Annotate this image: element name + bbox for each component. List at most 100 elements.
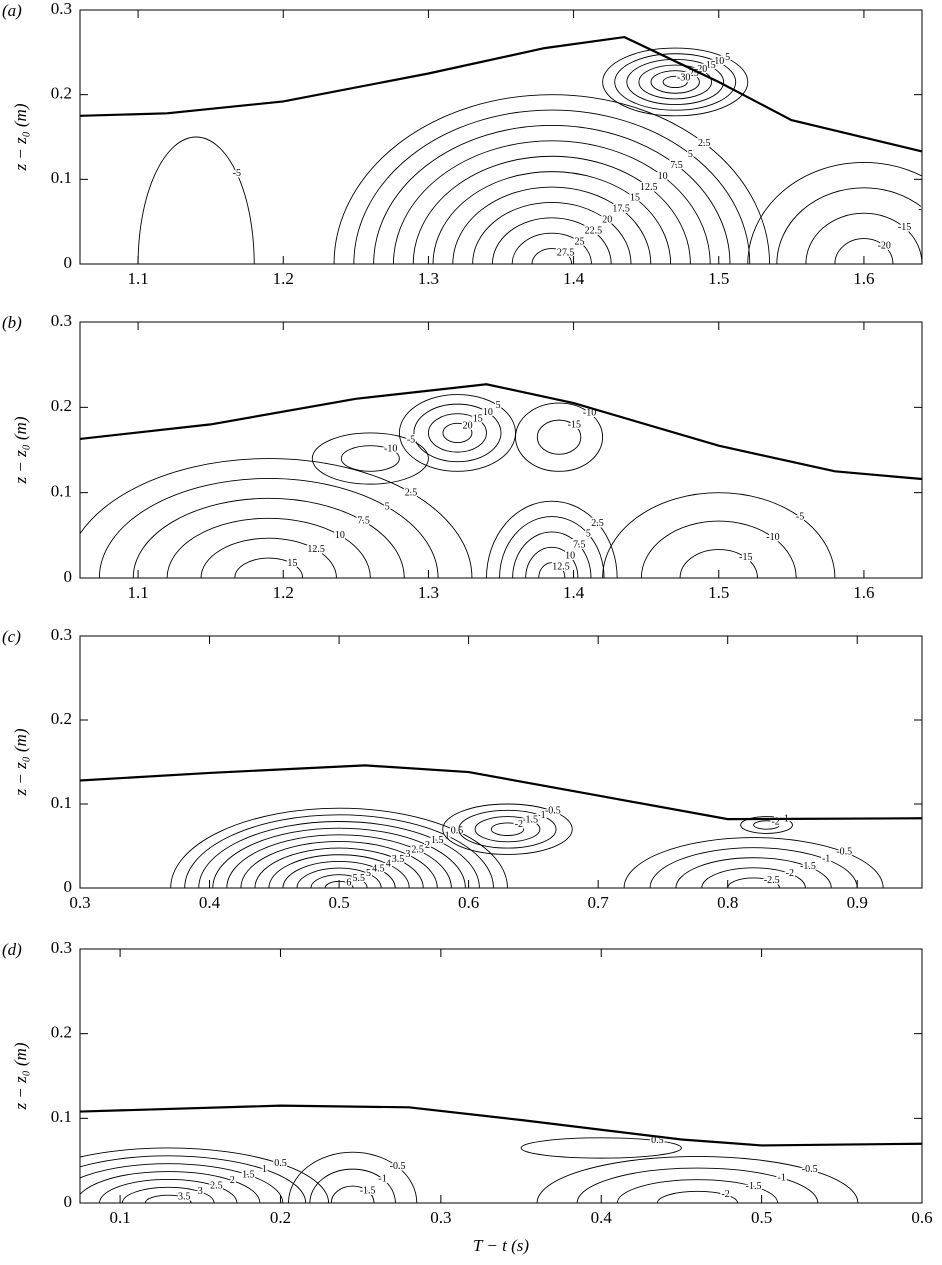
contour-line xyxy=(198,821,480,888)
contour-line xyxy=(333,94,770,264)
y-axis-label: z − z₀ (m) xyxy=(11,728,30,796)
contour-line xyxy=(170,807,508,888)
contour-line xyxy=(212,827,466,888)
contour-label: -5 xyxy=(796,512,804,523)
contour-line xyxy=(442,803,573,855)
contour-line xyxy=(520,1137,682,1159)
contour-label: -2.5 xyxy=(764,875,780,886)
panel-label: (d) xyxy=(2,940,22,959)
contour-line xyxy=(452,186,652,264)
contour-label: 5.5 xyxy=(352,873,365,884)
contour-line xyxy=(268,854,410,888)
contour-label: 2 xyxy=(425,840,430,851)
y-tick-label: 0.1 xyxy=(51,1107,72,1126)
contour-label: 0.5 xyxy=(274,1158,287,1169)
panel-label: (b) xyxy=(2,313,22,332)
contour-label: 2.5 xyxy=(411,845,424,856)
contour-line xyxy=(240,841,438,888)
contour-label: 22.5 xyxy=(585,226,603,237)
contour-label: -0.5 xyxy=(836,847,852,858)
free-surface xyxy=(79,1104,923,1147)
plot-area: 2.557.51012.51517.52022.52527.5-5-10-15-… xyxy=(137,47,931,264)
contour-line xyxy=(132,497,405,578)
x-tick-label: 0.4 xyxy=(591,1208,613,1227)
contour-label: -10 xyxy=(711,56,724,67)
plot-frame xyxy=(79,635,923,889)
contour-label: 2 xyxy=(230,1175,235,1186)
contour-label: 3.5 xyxy=(392,854,405,865)
contour-label: 20 xyxy=(602,215,612,226)
contour-line xyxy=(675,857,832,888)
contour-label: -15 xyxy=(898,222,911,233)
x-tick-label: 1.6 xyxy=(853,583,874,602)
contour-label: 2.5 xyxy=(698,138,711,149)
contour-line xyxy=(626,58,725,105)
contour-label: -1.5 xyxy=(800,861,816,872)
contour-label: 7.5 xyxy=(670,160,683,171)
plot-frame xyxy=(79,9,923,265)
contour-line xyxy=(834,238,894,264)
contour-line xyxy=(515,402,604,472)
contour-label: -10 xyxy=(766,532,779,543)
x-tick-label: 0.2 xyxy=(270,1208,291,1227)
contour-label: 5 xyxy=(385,502,390,513)
contour-line xyxy=(412,155,691,264)
plot-frame xyxy=(79,321,923,579)
contour-line xyxy=(413,403,502,463)
contour-label: 1.5 xyxy=(242,1169,255,1180)
contour-label: 7.5 xyxy=(573,540,586,551)
y-tick-label: 0 xyxy=(64,1192,73,1211)
contour-label: -20 xyxy=(694,64,707,75)
contour-label: -1 xyxy=(822,854,830,865)
contour-line xyxy=(753,820,780,830)
contour-label: 12.5 xyxy=(640,182,658,193)
y-tick-label: 0.2 xyxy=(51,709,72,728)
contour-label: -10 xyxy=(918,204,931,215)
contour-label: 15 xyxy=(473,414,483,425)
x-tick-label: 0.1 xyxy=(109,1208,130,1227)
contour-line xyxy=(740,816,793,834)
y-tick-label: 0.1 xyxy=(51,793,72,812)
y-tick-label: 0 xyxy=(64,253,73,272)
contour-label: -20 xyxy=(878,240,891,251)
contour-line xyxy=(538,562,566,578)
contour-label: -0.5 xyxy=(802,1164,818,1175)
contour-label: -0.5 xyxy=(390,1161,406,1172)
contour-line xyxy=(531,248,573,264)
contour-label: 5 xyxy=(688,149,693,160)
contour-line xyxy=(638,64,712,100)
contour-label: 5 xyxy=(496,400,501,411)
x-tick-label: 0.3 xyxy=(69,893,90,912)
contour-label: 12.5 xyxy=(307,544,325,555)
contour-label: -1 xyxy=(777,1173,785,1184)
y-axis-label: z − z₀ (m) xyxy=(11,1042,30,1110)
contour-line xyxy=(536,1155,859,1203)
contour-label: -30 xyxy=(677,72,690,83)
contour-line xyxy=(474,816,541,843)
contour-line xyxy=(80,1147,329,1203)
x-tick-label: 1.2 xyxy=(273,269,294,288)
contour-label: -2 xyxy=(721,1189,729,1200)
contour-line xyxy=(311,432,429,485)
x-tick-label: 0.6 xyxy=(911,1208,932,1227)
contour-label: 5 xyxy=(586,529,591,540)
contour-line xyxy=(536,419,582,455)
contour-line xyxy=(80,1155,307,1203)
contour-line xyxy=(98,478,439,578)
contour-label: 3.5 xyxy=(178,1192,191,1203)
contour-label: -1.5 xyxy=(360,1185,376,1196)
x-tick-label: 1.1 xyxy=(127,269,148,288)
y-tick-label: 0 xyxy=(64,877,73,896)
x-tick-label: 1.2 xyxy=(273,583,294,602)
contour-label: -2 xyxy=(771,816,779,827)
plot-frame xyxy=(79,948,923,1204)
y-tick-label: 0.2 xyxy=(51,84,72,103)
x-axis-label: T − t (s) xyxy=(473,1236,529,1255)
x-tick-label: 1.5 xyxy=(708,269,729,288)
y-tick-label: 0.3 xyxy=(51,625,72,644)
contour-line xyxy=(662,75,688,89)
plot-area: 2.557.51012.51551015202.557.51012.5-10-1… xyxy=(80,394,836,578)
contour-label: 12.5 xyxy=(552,561,570,572)
contour-label: -1 xyxy=(537,810,545,821)
contour-label: 3 xyxy=(405,849,410,860)
